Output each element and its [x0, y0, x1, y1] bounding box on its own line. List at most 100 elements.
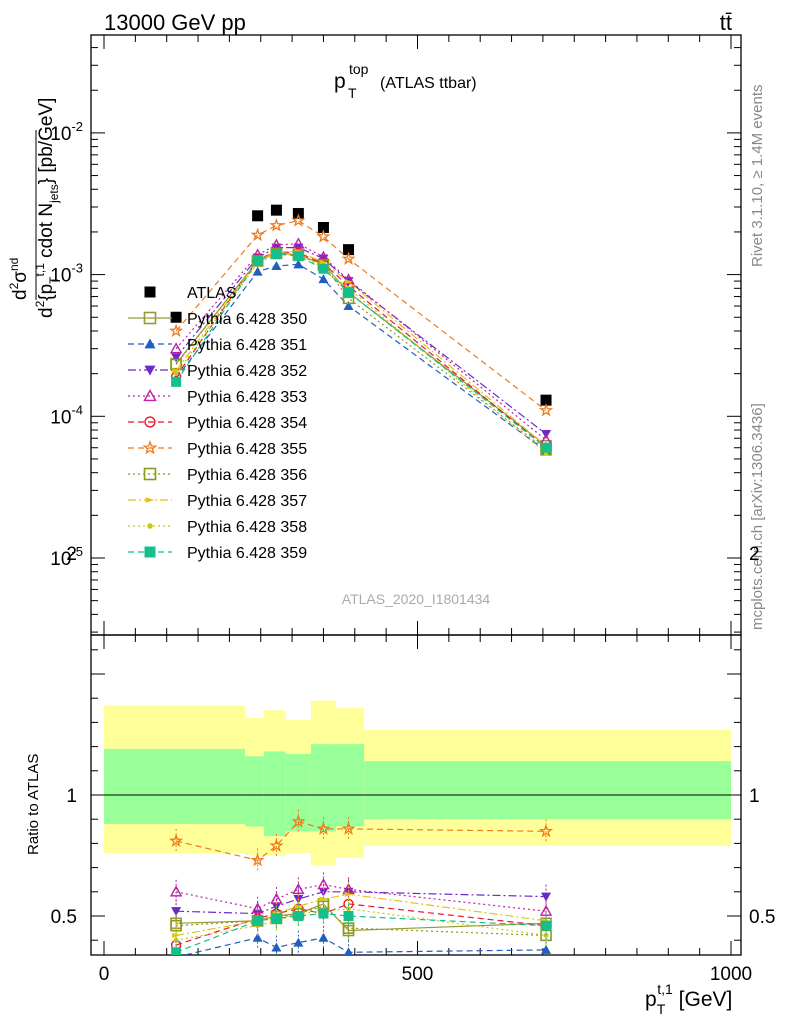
- ratio-point: [318, 932, 329, 942]
- ratio-point: [344, 947, 353, 955]
- main-point: [293, 251, 304, 262]
- analysis-watermark: ATLAS_2020_I1801434: [342, 591, 491, 607]
- ratio-point: [171, 947, 182, 955]
- legend-marker: [147, 523, 153, 529]
- ratio-y-tick-label-right: 0.5: [749, 907, 775, 928]
- plot-title: p top T (ATLAS ttbar): [334, 61, 477, 101]
- ratio-point: [538, 823, 554, 838]
- ratio-band-inner: [245, 756, 264, 827]
- legend-label: Pythia 6.428 352: [187, 363, 307, 380]
- ratio-point: [172, 932, 181, 938]
- main-y-tick-label: 10-2: [50, 119, 83, 145]
- ratio-point: [173, 937, 179, 943]
- main-point: [291, 213, 306, 227]
- main-point: [316, 229, 331, 243]
- legend-label: Pythia 6.428 357: [187, 493, 307, 510]
- ratio-point: [251, 902, 264, 914]
- legend-item: Pythia 6.428 350: [128, 311, 307, 328]
- ratio-y-axis-label: Ratio to ATLAS: [25, 754, 42, 855]
- ratio-point: [316, 821, 331, 835]
- legend-item: Pythia 6.428 355: [128, 440, 307, 458]
- ratio-y-tick-label-right: 2: [749, 544, 760, 565]
- ratio-series-9: [171, 901, 552, 955]
- legend-marker: [144, 416, 156, 428]
- ratio-band-inner: [104, 749, 246, 825]
- ratio-series-line: [175, 903, 547, 946]
- main-point: [252, 210, 264, 222]
- main-point: [317, 221, 329, 233]
- legend-label: Pythia 6.428 355: [187, 441, 307, 458]
- legend-label: Pythia 6.428 350: [187, 311, 307, 328]
- legend-item: Pythia 6.428 356: [128, 467, 307, 484]
- process-label: tt̄: [720, 10, 732, 35]
- main-point: [252, 255, 263, 266]
- main-point: [540, 394, 552, 406]
- main-point: [538, 403, 554, 417]
- rivet-label: Rivet 3.1.10, ≥ 1.4M events: [749, 85, 766, 268]
- ratio-series-line: [176, 905, 547, 936]
- ratio-band-inner: [285, 753, 311, 832]
- main-point: [169, 342, 183, 354]
- legend-label: Pythia 6.428 353: [187, 389, 307, 406]
- main-point: [341, 251, 356, 265]
- legend-marker: [144, 338, 156, 349]
- ratio-point: [341, 821, 356, 835]
- main-point: [293, 259, 304, 269]
- legend-label: ATLAS: [187, 285, 237, 302]
- ratio-point: [293, 911, 304, 921]
- ratio-series-5: [169, 809, 554, 873]
- legend-item: ATLAS: [144, 285, 237, 302]
- main-point: [343, 287, 354, 298]
- main-point: [343, 244, 355, 256]
- legend-label: Pythia 6.428 359: [187, 545, 307, 562]
- ratio-point: [169, 885, 183, 897]
- main-y-tick-label: 10-4: [50, 402, 83, 428]
- title-sup: top: [349, 61, 369, 77]
- legend-item: Pythia 6.428 358: [128, 519, 307, 536]
- ratio-panel: 0.5 0.5 1 1 2 2 0 500 1000: [51, 544, 776, 985]
- main-y-tick-label: 10-3: [50, 261, 83, 287]
- ratio-band-inner: [364, 761, 731, 820]
- legend-marker: [143, 389, 157, 402]
- ratio-y-tick-label: 2: [66, 544, 77, 565]
- ratio-point: [170, 919, 182, 932]
- ratio-series-4: [170, 891, 552, 955]
- main-point: [343, 301, 354, 311]
- ratio-point: [541, 944, 552, 954]
- legend-marker: [145, 497, 155, 503]
- main-point: [318, 263, 329, 274]
- x-tick-label: 500: [402, 964, 434, 985]
- legend: ATLAS Pythia 6.428 350 Pythia 6.428 351 Pyt…: [128, 285, 307, 562]
- ratio-point: [343, 911, 354, 921]
- legend-item: Pythia 6.428 354: [128, 415, 307, 432]
- main-point: [344, 279, 353, 285]
- ratio-point: [252, 932, 263, 942]
- ratio-point: [169, 833, 184, 847]
- ratio-series-line: [175, 883, 547, 912]
- title-tail: (ATLAS ttbar): [380, 75, 477, 92]
- main-point: [173, 371, 179, 377]
- x-axis-label: pTt,1 [GeV]: [645, 981, 732, 1017]
- title-sub: T: [348, 85, 357, 101]
- legend-label: Pythia 6.428 354: [187, 415, 307, 432]
- legend-item: Pythia 6.428 351: [128, 337, 307, 354]
- ratio-point: [291, 814, 306, 828]
- ratio-band-inner: [310, 744, 336, 832]
- ratio-point: [541, 892, 552, 902]
- main-series-6: [169, 213, 554, 417]
- ratio-point: [250, 852, 265, 867]
- ratio-point: [319, 896, 328, 902]
- legend-marker: [144, 365, 156, 376]
- ratio-y-tick-label: 1: [66, 786, 77, 807]
- title-p: p: [334, 70, 346, 93]
- main-point: [250, 227, 265, 242]
- main-point: [292, 237, 305, 249]
- ratio-point: [269, 838, 284, 852]
- x-tick-label: 0: [99, 964, 110, 985]
- ratio-series-line: [182, 937, 547, 955]
- x-tick-label: 1000: [710, 964, 752, 985]
- legend-marker: [142, 440, 158, 455]
- legend-label: Pythia 6.428 358: [187, 519, 307, 536]
- legend-marker: [143, 467, 157, 481]
